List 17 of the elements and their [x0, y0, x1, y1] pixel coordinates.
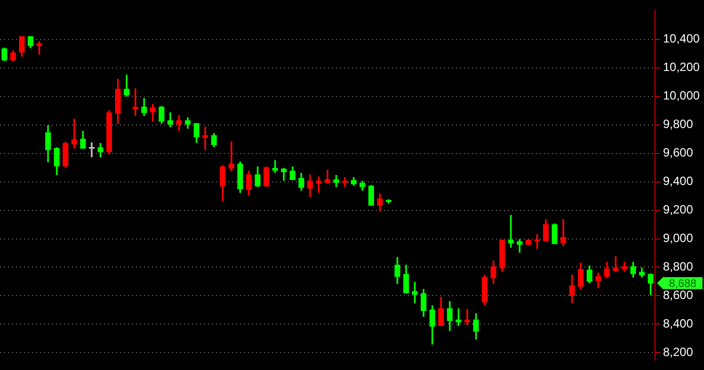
candlestick	[342, 177, 348, 188]
candlestick	[228, 142, 234, 172]
y-tick-label: 10,000	[663, 88, 700, 103]
y-tick-label: 9,600	[663, 146, 694, 160]
y-tick-label: 8,200	[663, 344, 694, 359]
y-tick-label: 8,800	[663, 260, 694, 274]
y-tick-label: 8,600	[663, 288, 694, 302]
y-tick-label: 9,800	[663, 117, 694, 132]
y-tick-label: 9,400	[663, 174, 694, 188]
text: 8,688	[669, 278, 697, 290]
y-tick-label: 9,000	[663, 231, 694, 246]
y-tick-label: 10,400	[663, 32, 700, 46]
y-tick-label: 10,200	[663, 60, 700, 74]
candlestick	[324, 170, 330, 184]
y-tick-label: 8,400	[663, 316, 694, 331]
candlestick	[456, 308, 462, 326]
y-tick-label: 9,200	[663, 202, 694, 217]
